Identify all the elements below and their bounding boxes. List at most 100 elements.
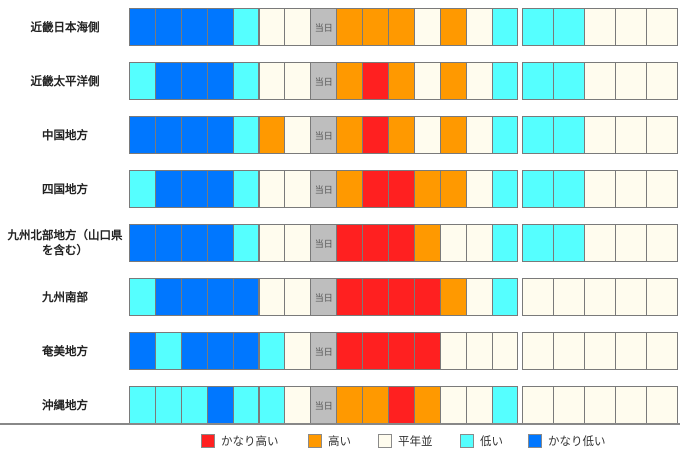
forecast-cell [615, 62, 647, 100]
legend-swatch [528, 434, 542, 448]
forecast-cell [584, 278, 616, 316]
forecast-cell [362, 386, 389, 424]
forecast-cell [439, 170, 467, 208]
forecast-cell [439, 116, 467, 154]
forecast-cell [284, 62, 312, 100]
forecast-cell [180, 62, 208, 100]
forecast-cell [336, 116, 364, 154]
forecast-cell [388, 386, 415, 424]
forecast-cell [615, 278, 647, 316]
forecast-cell [258, 386, 286, 424]
forecast-cell [553, 8, 585, 46]
today-cell: 当日 [310, 386, 338, 424]
region-name: 九州北部地方（山口県を含む） [7, 228, 123, 257]
legend-label: かなり高い [221, 434, 279, 448]
forecast-cell [522, 386, 554, 424]
forecast-cell [129, 170, 156, 208]
region-name: 沖縄地方 [42, 397, 88, 412]
legend-item: かなり低い [528, 432, 606, 450]
forecast-cell [232, 116, 260, 154]
forecast-cell [206, 386, 234, 424]
forecast-cell [584, 62, 616, 100]
forecast-cell [491, 278, 519, 316]
forecast-cell [362, 224, 389, 262]
forecast-cell [129, 224, 156, 262]
forecast-cell [206, 62, 234, 100]
forecast-cell [465, 386, 493, 424]
region-name: 四国地方 [42, 181, 88, 196]
forecast-cell [553, 62, 585, 100]
forecast-cell [522, 224, 554, 262]
forecast-cell [646, 332, 678, 370]
forecast-cell [553, 170, 585, 208]
forecast-cell [413, 224, 441, 262]
forecast-cell [646, 278, 678, 316]
forecast-cell [362, 170, 389, 208]
forecast-cell [362, 8, 389, 46]
forecast-cell [491, 224, 519, 262]
region-row: 近畿太平洋側 当日 [0, 62, 680, 100]
legend-label: かなり低い [548, 434, 606, 448]
forecast-cell [129, 332, 156, 370]
forecast-cell [439, 386, 467, 424]
forecast-cell [522, 8, 554, 46]
forecast-cell [388, 170, 415, 208]
region-row: 沖縄地方 当日 [0, 386, 680, 424]
forecast-cell [439, 8, 467, 46]
forecast-cell [439, 278, 467, 316]
forecast-cell [154, 278, 182, 316]
forecast-cell [491, 8, 519, 46]
forecast-cell [129, 116, 156, 154]
forecast-cell [553, 224, 585, 262]
forecast-cell [232, 224, 260, 262]
forecast-cell [413, 62, 441, 100]
forecast-cell [584, 8, 616, 46]
forecast-cell [180, 116, 208, 154]
forecast-cell [336, 224, 364, 262]
forecast-cell [522, 116, 554, 154]
forecast-cell [646, 116, 678, 154]
forecast-cell [553, 332, 585, 370]
forecast-cell [154, 62, 182, 100]
today-cell: 当日 [310, 224, 338, 262]
forecast-cell [180, 278, 208, 316]
forecast-cell [206, 8, 234, 46]
forecast-cell [553, 386, 585, 424]
forecast-cell [491, 62, 519, 100]
forecast-cell [388, 332, 415, 370]
forecast-cell [522, 170, 554, 208]
forecast-cell [336, 278, 364, 316]
forecast-cell [491, 332, 519, 370]
forecast-cell [615, 386, 647, 424]
forecast-cell [388, 278, 415, 316]
forecast-cell [336, 8, 364, 46]
forecast-cell [584, 116, 616, 154]
legend-swatch [378, 434, 392, 448]
forecast-cell [129, 8, 156, 46]
legend-item: 低い [460, 432, 503, 450]
forecast-cell [180, 170, 208, 208]
forecast-cell [154, 332, 182, 370]
forecast-cell [284, 170, 312, 208]
region-name: 奄美地方 [42, 343, 88, 358]
forecast-cell [491, 170, 519, 208]
forecast-cell [232, 386, 260, 424]
forecast-cell [206, 278, 234, 316]
forecast-cell [206, 170, 234, 208]
legend-item: かなり高い [201, 432, 279, 450]
forecast-cell [154, 386, 182, 424]
forecast-cell [258, 224, 286, 262]
forecast-cell [584, 332, 616, 370]
forecast-cell [646, 170, 678, 208]
forecast-cell [615, 224, 647, 262]
forecast-cell [362, 332, 389, 370]
forecast-cell [465, 8, 493, 46]
forecast-cell [615, 332, 647, 370]
forecast-cell [522, 62, 554, 100]
forecast-cell [232, 8, 260, 46]
forecast-cell [258, 332, 286, 370]
today-cell: 当日 [310, 8, 338, 46]
forecast-cell [154, 224, 182, 262]
forecast-cell [232, 332, 260, 370]
forecast-cell [180, 332, 208, 370]
